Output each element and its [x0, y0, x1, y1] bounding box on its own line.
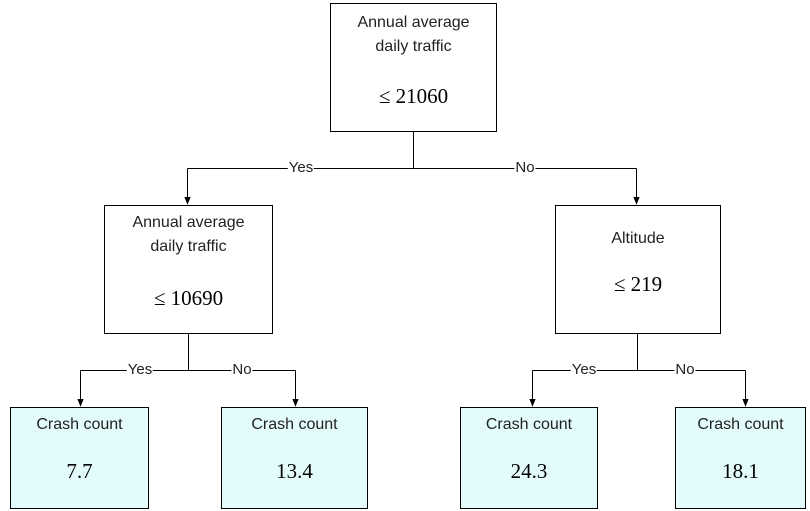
node-label: Annual average daily traffic [357, 14, 470, 55]
leaf-node: Crash count 7.7 [10, 407, 149, 509]
leaf-label: Crash count [697, 416, 784, 433]
node-label: Altitude [611, 230, 665, 247]
edge-label: Yes [126, 361, 154, 378]
node-condition: ≤ 21060 [378, 84, 449, 108]
connector [187, 131, 637, 169]
connector [80, 333, 296, 371]
leaf-label: Crash count [251, 416, 338, 433]
decision-node: Altitude ≤ 219 [555, 205, 721, 334]
node-condition: ≤ 219 [613, 272, 663, 296]
leaf-label: Crash count [485, 416, 573, 433]
edge-label: No [514, 159, 536, 176]
connector [532, 333, 746, 371]
decision-node: Annual average daily traffic ≤ 10690 [104, 205, 273, 334]
leaf-value: 7.7 [66, 459, 93, 483]
decision-node: Annual average daily traffic ≤ 21060 [330, 3, 497, 132]
leaf-value: 18.1 [722, 459, 759, 483]
node-label: Annual average daily traffic [132, 214, 245, 255]
edge-label: Yes [287, 159, 315, 176]
leaf-node: Crash count 24.3 [460, 407, 598, 509]
leaf-value: 13.4 [276, 459, 313, 483]
edge-label: No [674, 361, 696, 378]
edge-label: Yes [570, 361, 598, 378]
edge-label: No [231, 361, 253, 378]
leaf-node: Crash count 18.1 [675, 407, 806, 509]
leaf-label: Crash count [36, 416, 123, 433]
node-condition: ≤ 10690 [153, 286, 224, 310]
leaf-value: 24.3 [510, 459, 548, 483]
leaf-node: Crash count 13.4 [221, 407, 368, 509]
